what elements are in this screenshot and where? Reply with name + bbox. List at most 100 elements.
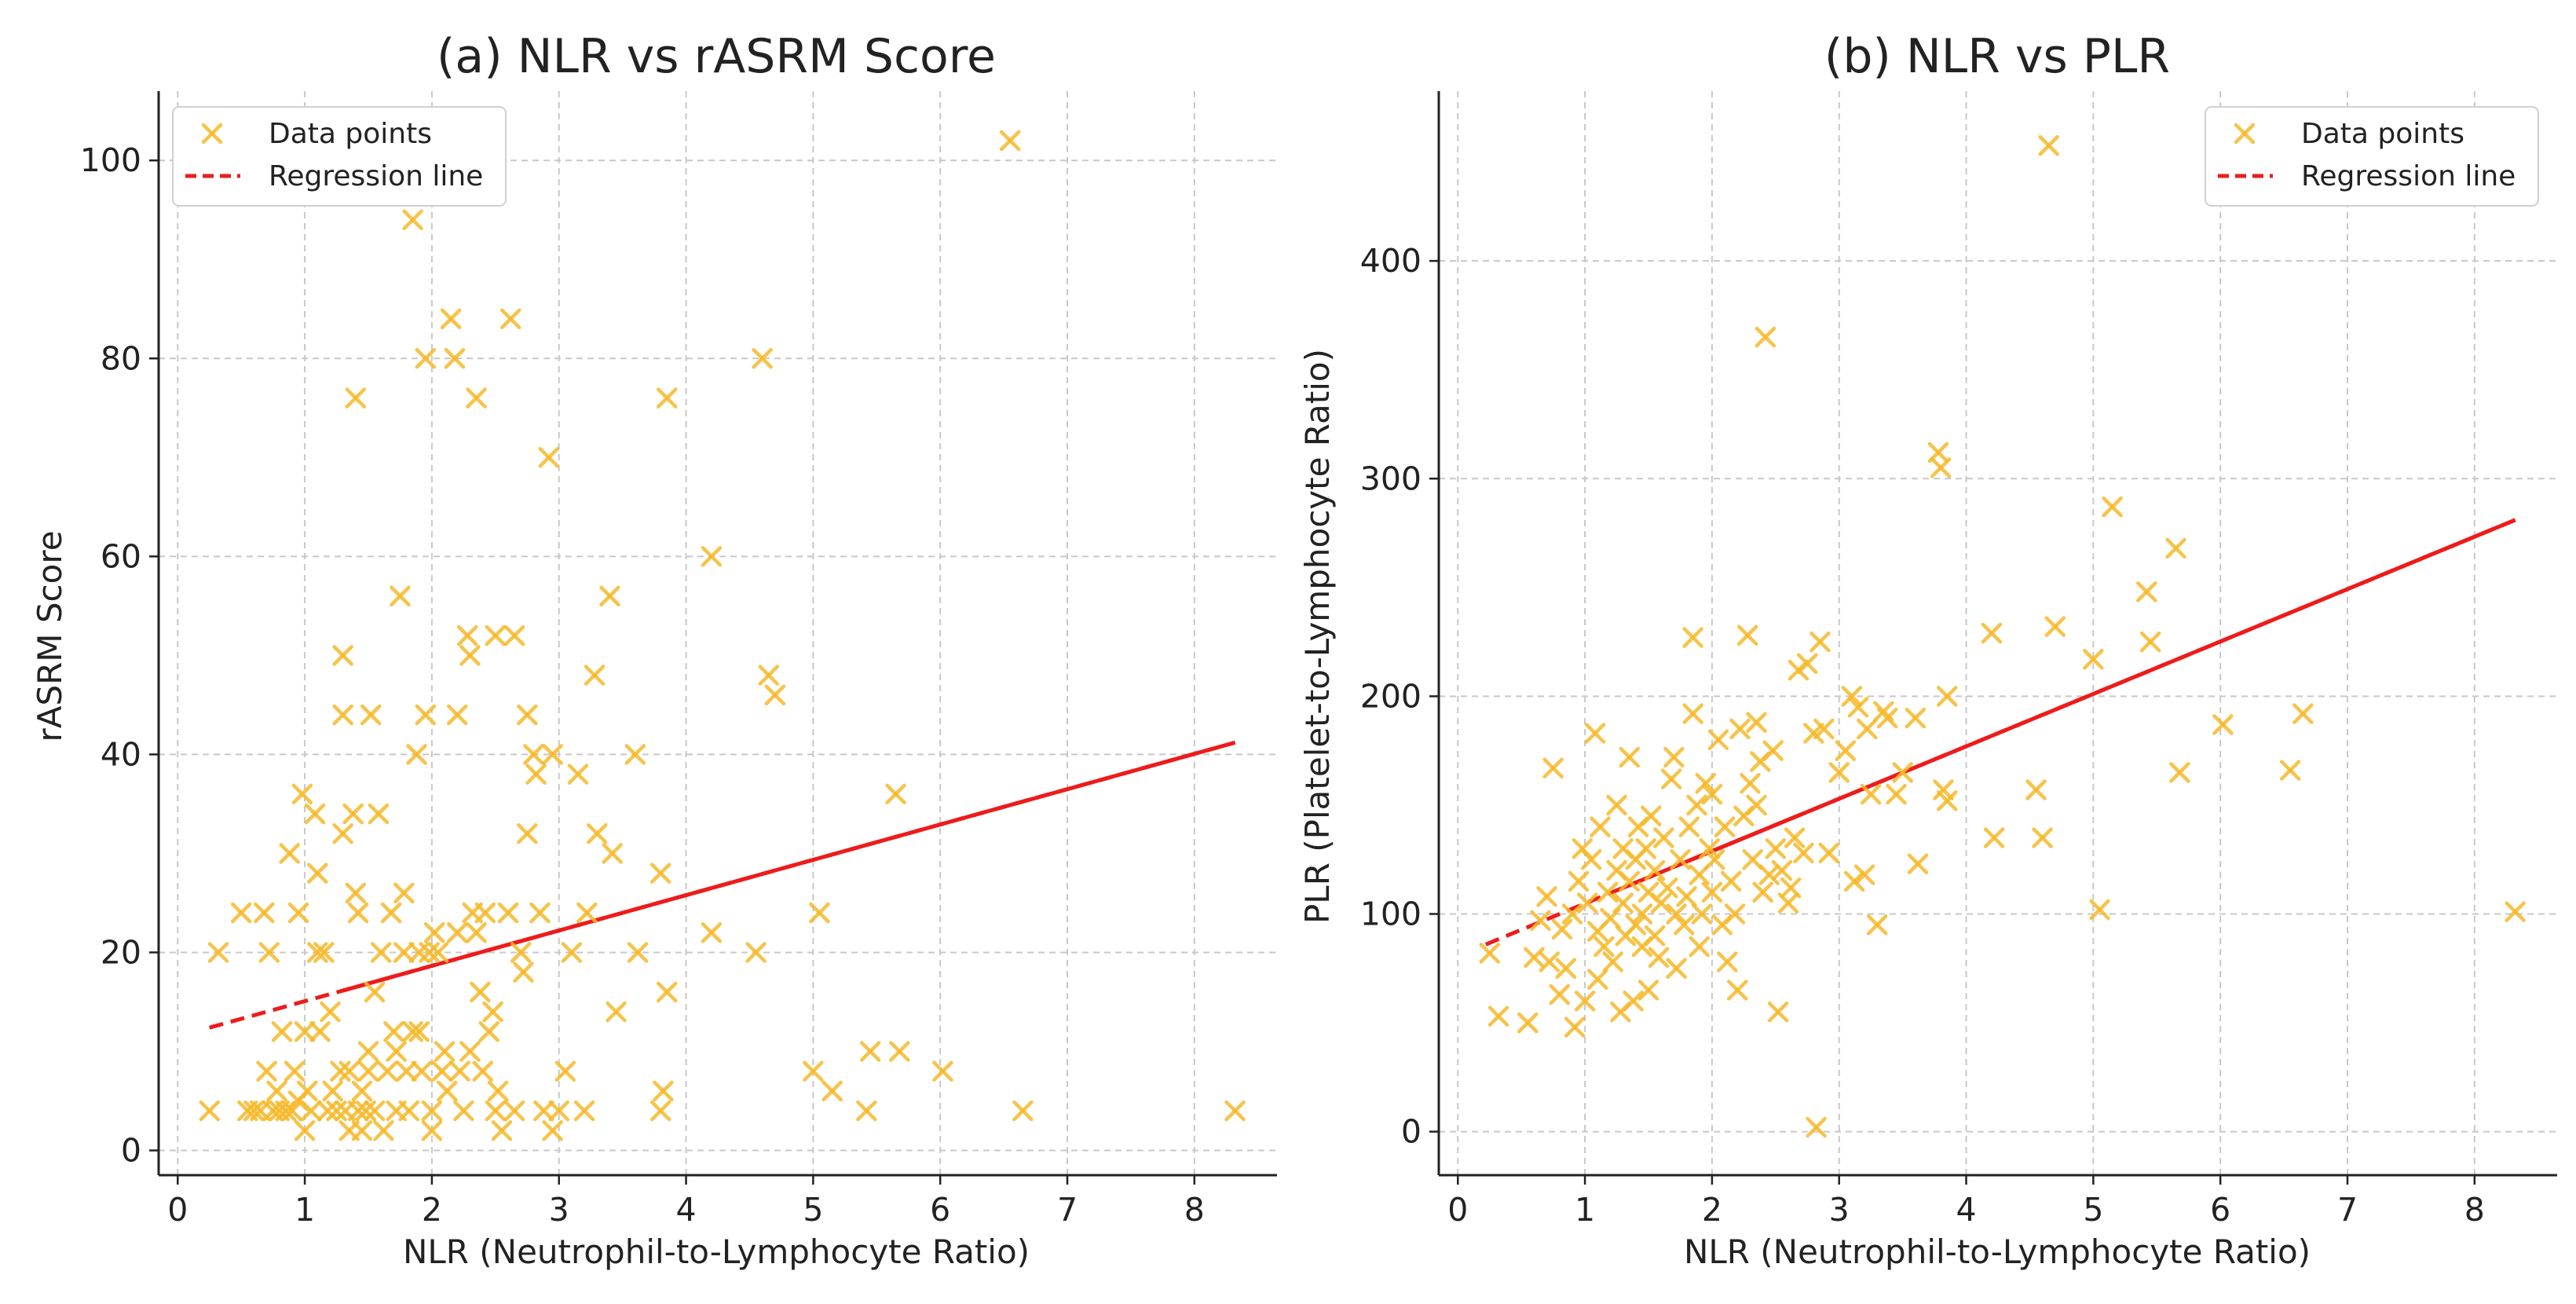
grid-b	[1439, 91, 2557, 1175]
data-point	[2212, 714, 2234, 735]
data-point	[1549, 983, 1570, 1005]
data-point	[889, 1041, 910, 1062]
data-point	[1695, 772, 1717, 794]
data-point	[2169, 762, 2190, 783]
data-point	[230, 902, 252, 924]
x-ticks-b: 0 1 2 3 4 5 6 7 8	[1447, 1175, 2485, 1229]
data-point	[332, 645, 353, 666]
scatter-points-a	[199, 130, 1246, 1141]
x-tick-label: 5	[803, 1191, 823, 1229]
data-point	[1590, 816, 1611, 837]
data-point	[809, 902, 830, 924]
data-point	[499, 308, 521, 330]
data-point	[1818, 842, 1840, 864]
data-point	[2089, 899, 2110, 921]
data-point	[576, 902, 598, 924]
data-point	[1701, 783, 1723, 805]
data-point	[1479, 943, 1500, 964]
data-point	[513, 962, 534, 983]
data-point	[1612, 892, 1634, 914]
data-point	[1631, 903, 1653, 925]
data-point	[1648, 947, 1670, 969]
data-point	[1886, 783, 1907, 805]
data-point	[370, 942, 392, 963]
data-point	[351, 1080, 373, 1102]
legend-box-a	[172, 106, 507, 207]
data-point	[517, 704, 538, 726]
data-point	[347, 1100, 369, 1122]
data-point	[342, 803, 364, 825]
data-point	[1806, 1116, 1827, 1138]
data-point	[1746, 712, 1767, 733]
data-point	[447, 921, 468, 943]
data-point	[932, 1060, 953, 1082]
data-point	[1803, 723, 1824, 744]
data-point	[554, 1060, 576, 1082]
data-point	[364, 981, 386, 1003]
data-point	[271, 1021, 293, 1042]
axes-b	[1437, 91, 2557, 1177]
y-ticks-b: 0 100 200 300 400	[1360, 242, 1439, 1151]
data-point	[1752, 881, 1773, 903]
data-point	[332, 822, 353, 844]
data-point	[421, 1120, 443, 1141]
data-point	[752, 348, 773, 369]
data-point	[307, 942, 328, 963]
data-point	[1619, 870, 1640, 892]
legend-marker-points-a	[201, 123, 223, 145]
data-point	[393, 882, 415, 904]
data-point	[485, 1100, 507, 1122]
data-point	[701, 921, 723, 943]
x-axis-label-a: NLR (Neutrophil-to-Lymphocyte Ratio)	[403, 1233, 1030, 1271]
data-point	[587, 822, 608, 844]
data-point	[1707, 729, 1729, 751]
data-point	[256, 1060, 277, 1082]
data-point	[2136, 581, 2157, 603]
data-point	[1542, 757, 1564, 779]
data-point	[1717, 951, 1738, 973]
data-point	[1650, 892, 1672, 914]
data-point	[398, 1100, 420, 1122]
data-point	[351, 1120, 373, 1141]
data-point	[503, 1100, 525, 1122]
data-point	[357, 1041, 379, 1062]
data-point	[434, 1041, 456, 1062]
data-point	[1835, 740, 1857, 761]
data-point	[266, 1080, 287, 1102]
data-point	[1584, 723, 1606, 744]
data-point	[243, 1100, 265, 1122]
data-point	[364, 1100, 386, 1122]
data-point	[453, 1100, 474, 1122]
data-point	[1983, 827, 2005, 848]
data-point	[368, 803, 390, 825]
data-point	[1487, 1005, 1509, 1027]
y-axis-label-b: PLR (Platelet-to-Lymphocyte Ratio)	[1298, 349, 1337, 924]
data-point	[2139, 631, 2161, 653]
data-point	[411, 1060, 433, 1082]
data-point	[1580, 848, 1602, 870]
data-point	[393, 942, 415, 963]
data-point	[474, 902, 496, 924]
data-point	[1577, 892, 1598, 914]
data-point	[573, 1100, 595, 1122]
legend-a: Data points Regression line	[172, 106, 507, 207]
axes-a	[157, 91, 1277, 1177]
data-point	[1637, 980, 1659, 1001]
data-point	[1224, 1100, 1246, 1122]
data-point	[1674, 914, 1695, 936]
data-point	[487, 1080, 509, 1102]
data-point	[421, 1100, 443, 1122]
data-point	[701, 546, 723, 567]
data-point	[1644, 859, 1666, 881]
data-point	[313, 942, 335, 963]
data-point	[1564, 1016, 1586, 1038]
data-point	[1841, 686, 1863, 707]
data-point	[1539, 951, 1561, 973]
data-point	[1860, 783, 1882, 805]
data-point	[1724, 903, 1746, 925]
data-point	[1729, 718, 1751, 740]
legend-label-points-b: Data points	[2301, 118, 2464, 150]
data-point	[2044, 616, 2066, 637]
data-point	[2032, 827, 2053, 848]
legend-box-b	[2205, 106, 2539, 207]
